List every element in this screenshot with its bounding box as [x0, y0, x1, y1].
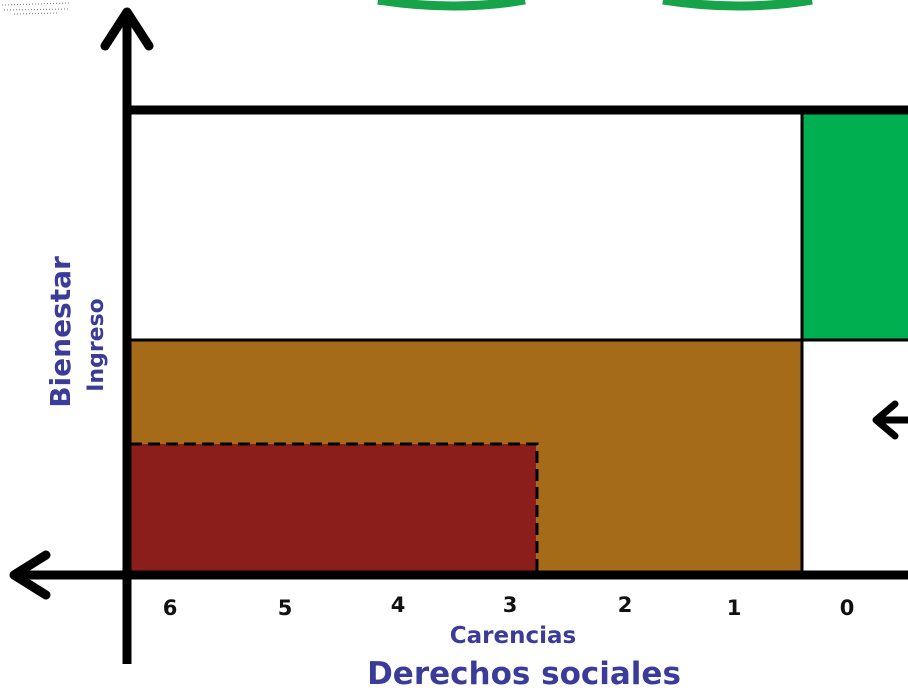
region-green — [802, 110, 908, 340]
green-circle-left — [377, 0, 526, 11]
tick-label-2: 2 — [618, 593, 633, 617]
y-axis-sub-label: Ingreso — [84, 298, 109, 392]
tick-label-5: 5 — [278, 596, 293, 620]
tick-label-3: 3 — [503, 593, 518, 617]
x-axis-main-label: Derechos sociales — [367, 656, 681, 692]
x-axis-sub-label: Carencias — [450, 623, 576, 649]
side-arrow-head — [872, 400, 899, 440]
green-circle-right — [662, 0, 813, 11]
region-dark-red — [130, 444, 536, 573]
tick-label-4: 4 — [391, 593, 406, 617]
y-axis-main-label: Bienestar — [44, 256, 77, 408]
y-axis-arrowhead — [100, 7, 154, 51]
corner-scribble — [1, 2, 71, 15]
tick-label-6: 6 — [163, 596, 178, 620]
tick-label-1: 1 — [727, 596, 742, 620]
x-axis-arrowhead — [9, 550, 51, 600]
extreme-poverty-dashed-outline — [130, 442, 539, 573]
tick-label-0: 0 — [840, 596, 855, 620]
